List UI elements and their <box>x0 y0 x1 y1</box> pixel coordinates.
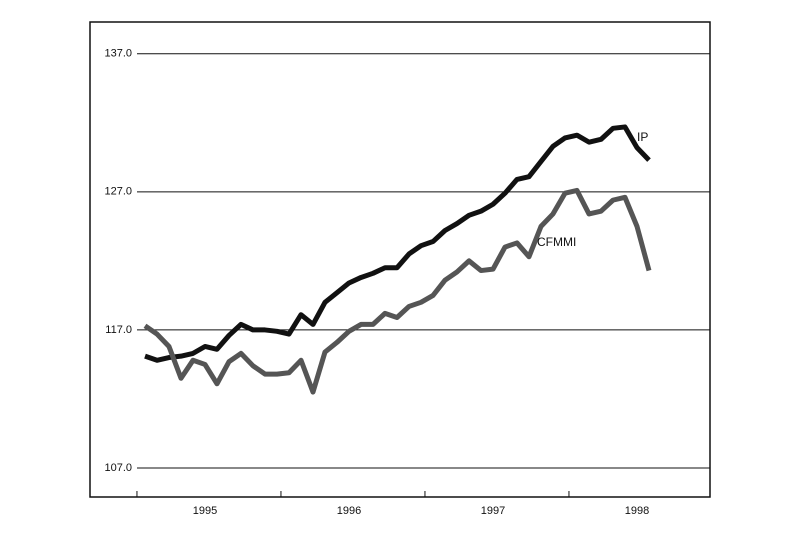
y-tick-label: 117.0 <box>105 324 132 336</box>
y-tick-label: 127.0 <box>104 186 132 198</box>
line-series <box>144 124 651 363</box>
x-tick-label: 1998 <box>625 505 649 517</box>
x-tick-label: 1995 <box>193 505 217 517</box>
x-tick-label: 1996 <box>337 505 361 517</box>
y-tick-label: 107.0 <box>104 462 132 474</box>
y-tick-label: 137.0 <box>104 48 132 60</box>
series-label: CFMMI <box>537 235 576 249</box>
series-label: IP <box>637 130 648 144</box>
plot-frame <box>89 21 711 498</box>
x-tick-label: 1997 <box>481 505 505 517</box>
line-series <box>143 187 652 395</box>
